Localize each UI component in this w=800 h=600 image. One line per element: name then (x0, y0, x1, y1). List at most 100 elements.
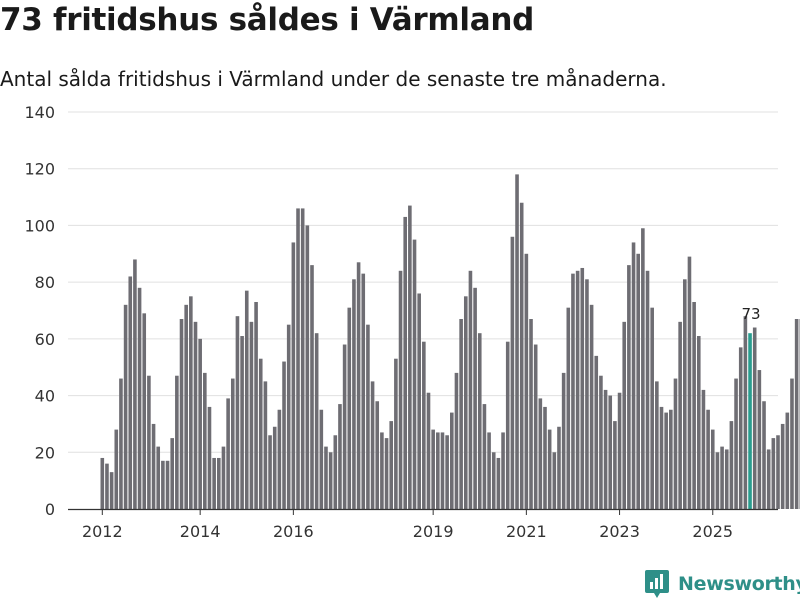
bar (715, 452, 720, 509)
bar (263, 381, 268, 509)
bar (128, 276, 133, 509)
bar (137, 287, 142, 509)
bar (380, 432, 384, 509)
bar (650, 307, 654, 509)
bar (356, 262, 361, 509)
bar (184, 304, 188, 509)
y-tick-label: 60 (35, 330, 55, 349)
bar (221, 446, 226, 509)
bar (324, 446, 328, 509)
x-axis: 2012 2014 2016 2019 2021 2023 2025 (68, 508, 778, 541)
bar (189, 296, 193, 509)
bar (762, 401, 766, 509)
bar (743, 316, 748, 509)
bar (790, 378, 794, 509)
bar (198, 338, 202, 509)
bar (119, 378, 123, 509)
chart-title: 73 fritidshus såldes i Värmland (0, 2, 534, 38)
bar (361, 273, 366, 509)
bar (277, 409, 282, 509)
bar (440, 432, 445, 509)
bar (683, 279, 687, 509)
y-tick-label: 100 (24, 216, 55, 235)
bar (249, 321, 254, 509)
chart-subtitle: Antal sålda fritidshus i Värmland under … (0, 67, 667, 91)
data-label: 73 (741, 305, 760, 323)
bar (757, 370, 762, 509)
bar (123, 304, 128, 509)
bar (501, 432, 505, 509)
y-tick-label: 140 (24, 103, 55, 122)
bar (179, 319, 184, 509)
bar (673, 378, 678, 509)
bar (706, 409, 710, 509)
bar (557, 426, 561, 509)
bar (669, 409, 673, 509)
bar (170, 438, 174, 509)
y-tick-label: 40 (35, 387, 55, 406)
bar (575, 270, 580, 509)
x-tick-label: 2025 (692, 522, 733, 541)
bar (547, 429, 552, 509)
bar (268, 435, 272, 509)
bar (776, 435, 780, 509)
bar (720, 446, 724, 509)
bar (147, 375, 151, 509)
x-tick-label: 2014 (180, 522, 221, 541)
bar (142, 313, 147, 509)
bar (519, 202, 524, 509)
bar (561, 372, 566, 509)
bar (463, 296, 468, 509)
bar (771, 438, 776, 509)
bar (645, 270, 650, 509)
bar (300, 208, 305, 509)
brand-name: Newsworthy (678, 573, 800, 595)
bar (370, 381, 375, 509)
bar (482, 404, 487, 509)
bar (505, 341, 510, 509)
bar (729, 421, 734, 509)
y-tick-label: 120 (24, 160, 55, 179)
bar (436, 432, 440, 509)
bar (794, 319, 799, 509)
bar (114, 429, 119, 509)
bar (468, 270, 473, 509)
bar (622, 321, 627, 509)
bar (193, 321, 198, 509)
x-tick-label: 2016 (273, 522, 314, 541)
y-tick-label: 20 (35, 443, 55, 462)
y-tick-label: 80 (35, 273, 55, 292)
bar (655, 381, 659, 509)
bar (305, 225, 310, 509)
bar (109, 472, 114, 509)
bar (394, 358, 398, 509)
chart-logo-icon (645, 570, 669, 598)
bar (226, 398, 230, 509)
bar (105, 463, 109, 509)
bar (338, 404, 342, 509)
bar (408, 205, 412, 510)
bar (450, 412, 454, 509)
bar (151, 423, 156, 509)
bar (636, 253, 640, 509)
bar (678, 321, 682, 509)
bar (165, 460, 170, 509)
bar (319, 409, 324, 509)
bar (631, 242, 636, 509)
bar (552, 452, 557, 509)
bar (724, 449, 729, 509)
bar (766, 449, 771, 509)
x-tick-label: 2021 (506, 522, 547, 541)
bar (459, 319, 463, 509)
bar (445, 435, 449, 509)
bar (487, 432, 491, 509)
bar (291, 242, 296, 509)
bar (515, 174, 519, 509)
bar (366, 324, 370, 509)
bar (529, 319, 533, 509)
bar (734, 378, 738, 509)
bar (538, 398, 543, 509)
bar (491, 452, 496, 509)
bar (282, 361, 286, 509)
